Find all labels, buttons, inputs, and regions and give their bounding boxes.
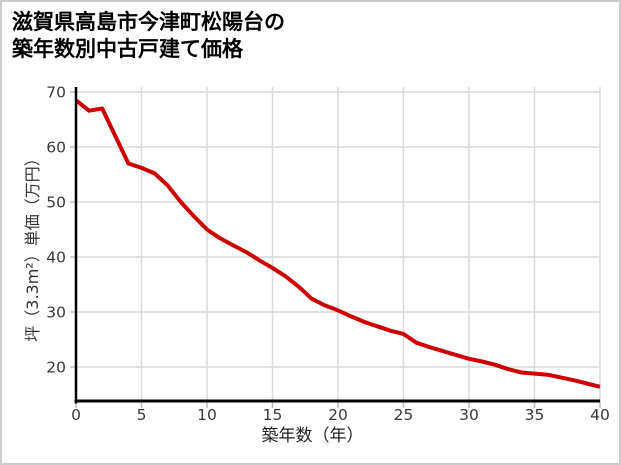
y-tick-label: 40 [46,249,66,267]
x-tick-label: 20 [328,406,348,424]
y-tick-label: 60 [46,139,66,157]
x-tick-label: 25 [394,406,414,424]
x-tick-label: 30 [459,406,479,424]
y-tick-label: 20 [46,359,66,377]
x-tick-label: 15 [263,406,283,424]
x-axis-title: 築年数（年） [261,426,364,446]
x-tick-label: 40 [590,406,610,424]
y-axis-title: 坪（3.3m²）単価（万円） [23,150,42,342]
y-tick-label: 70 [46,84,66,102]
y-tick-label: 30 [46,304,66,322]
x-tick-label: 10 [197,406,217,424]
x-tick-label: 35 [525,406,545,424]
price-line [74,98,601,389]
chart-title: 滋賀県高島市今津町松陽台の 築年数別中古戸建て価格 [12,9,285,63]
x-tick-label: 0 [71,406,81,424]
x-tick-label: 5 [137,406,147,424]
y-tick-label: 50 [46,194,66,212]
chart-title-line-1: 滋賀県高島市今津町松陽台の [12,10,285,34]
chart-title-line-2: 築年数別中古戸建て価格 [12,37,243,61]
